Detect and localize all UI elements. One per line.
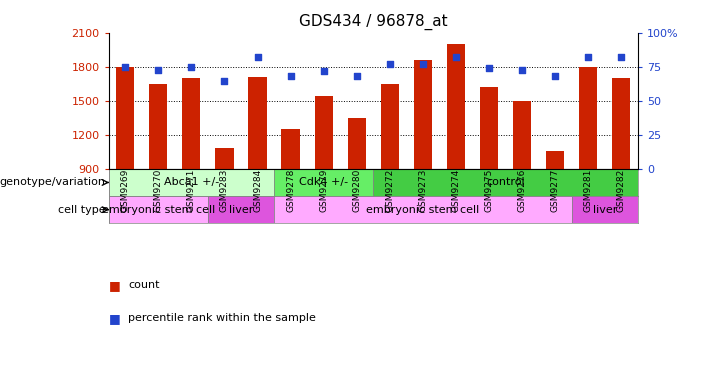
Bar xyxy=(248,77,266,169)
Text: GSM9282: GSM9282 xyxy=(617,169,626,212)
Text: count: count xyxy=(128,280,160,291)
Point xyxy=(186,64,197,70)
Bar xyxy=(215,149,233,169)
Bar xyxy=(182,78,200,169)
Text: GSM9274: GSM9274 xyxy=(451,169,461,212)
Text: embryonic stem cell: embryonic stem cell xyxy=(367,205,479,215)
Point xyxy=(384,61,395,67)
Text: GSM9278: GSM9278 xyxy=(286,169,295,212)
Text: genotype/variation: genotype/variation xyxy=(0,178,105,187)
Text: GSM9283: GSM9283 xyxy=(220,169,229,212)
Point xyxy=(450,55,461,60)
Text: GSM9270: GSM9270 xyxy=(154,169,163,212)
Point xyxy=(219,78,230,83)
Bar xyxy=(612,78,630,169)
Text: embryonic stem cell: embryonic stem cell xyxy=(102,205,215,215)
Point xyxy=(517,67,528,72)
Bar xyxy=(274,169,374,196)
Bar xyxy=(572,196,638,223)
Bar xyxy=(447,44,465,169)
Text: Abca1 +/-: Abca1 +/- xyxy=(164,178,219,187)
Text: ■: ■ xyxy=(109,312,121,325)
Text: GSM9279: GSM9279 xyxy=(319,169,328,212)
Text: GSM9269: GSM9269 xyxy=(121,169,130,212)
Bar xyxy=(513,101,531,169)
Text: GSM9276: GSM9276 xyxy=(517,169,526,212)
Point xyxy=(583,55,594,60)
Point xyxy=(550,74,561,79)
Text: liver: liver xyxy=(229,205,253,215)
Text: ■: ■ xyxy=(109,279,121,292)
Text: GSM9280: GSM9280 xyxy=(352,169,361,212)
Bar xyxy=(579,67,597,169)
Bar xyxy=(480,87,498,169)
Point xyxy=(318,68,329,74)
Text: GSM9275: GSM9275 xyxy=(484,169,494,212)
Point xyxy=(615,55,627,60)
Bar xyxy=(149,84,168,169)
Title: GDS434 / 96878_at: GDS434 / 96878_at xyxy=(299,14,448,30)
Point xyxy=(484,66,495,71)
Point xyxy=(417,61,428,67)
Bar xyxy=(116,67,135,169)
Bar xyxy=(274,196,572,223)
Point xyxy=(252,55,263,60)
Bar xyxy=(109,169,274,196)
Point xyxy=(285,74,297,79)
Text: GSM9281: GSM9281 xyxy=(584,169,593,212)
Bar xyxy=(348,118,366,169)
Bar xyxy=(208,196,274,223)
Bar xyxy=(109,196,208,223)
Bar xyxy=(374,169,638,196)
Text: GSM9284: GSM9284 xyxy=(253,169,262,212)
Text: control: control xyxy=(486,178,525,187)
Bar xyxy=(381,84,399,169)
Point xyxy=(120,64,131,70)
Text: GSM9273: GSM9273 xyxy=(418,169,428,212)
Bar xyxy=(282,129,300,169)
Point xyxy=(351,74,362,79)
Text: percentile rank within the sample: percentile rank within the sample xyxy=(128,313,316,324)
Bar xyxy=(546,151,564,169)
Bar xyxy=(315,96,333,169)
Text: GSM9272: GSM9272 xyxy=(386,169,395,212)
Text: GSM9277: GSM9277 xyxy=(551,169,559,212)
Text: liver: liver xyxy=(592,205,617,215)
Bar xyxy=(414,60,432,169)
Text: GSM9271: GSM9271 xyxy=(187,169,196,212)
Text: Cdk4 +/-: Cdk4 +/- xyxy=(299,178,348,187)
Text: cell type: cell type xyxy=(57,205,105,215)
Point xyxy=(153,67,164,72)
